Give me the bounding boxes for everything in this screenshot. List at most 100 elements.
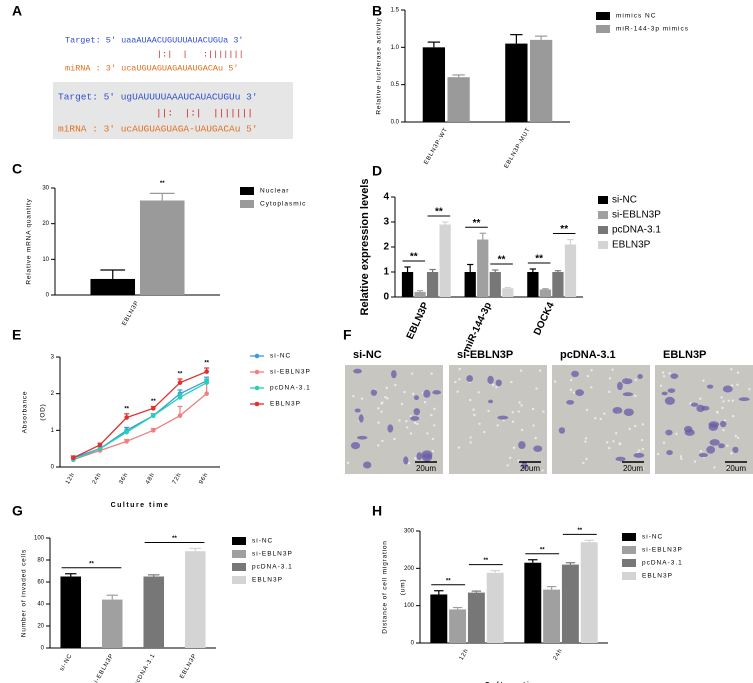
pore: [346, 461, 350, 465]
image-label: pcDNA-3.1: [560, 349, 616, 361]
point: [204, 391, 209, 396]
cell: [432, 390, 442, 395]
point: [97, 442, 103, 448]
pore: [517, 459, 520, 462]
significance-label: **: [172, 536, 177, 542]
legend-swatch: [596, 25, 610, 33]
cell: [391, 370, 397, 379]
bar: [505, 43, 528, 122]
y-tick-label: 0: [411, 641, 415, 647]
cell: [690, 402, 699, 407]
cell: [521, 461, 528, 470]
legend-label: pcDNA-3.1: [252, 564, 293, 571]
pore: [594, 416, 597, 420]
pore: [411, 372, 414, 375]
pore: [606, 441, 609, 444]
pore: [675, 432, 678, 436]
y-tick-label: 100: [34, 536, 45, 542]
cell: [718, 443, 725, 449]
y-tick-label: 20: [37, 624, 44, 630]
pore: [748, 387, 751, 391]
legend-label: Nuclear: [260, 188, 289, 195]
pore: [542, 410, 545, 413]
pore: [699, 450, 703, 453]
mirna-sequence: miRNA : 3' ucaUGUAGUAGAUAUGACAu 5': [65, 63, 238, 73]
cell: [487, 375, 494, 384]
cell: [466, 375, 473, 382]
legend-marker: [254, 353, 260, 359]
pore: [693, 460, 697, 463]
significance-label: **: [151, 399, 156, 405]
cell: [637, 374, 643, 379]
bar: [422, 47, 446, 123]
bar: [143, 576, 165, 648]
pore: [734, 434, 737, 438]
bar: [564, 244, 577, 297]
pore: [612, 440, 615, 443]
pairing: ||: |:| |||||||: [156, 108, 253, 119]
pore: [722, 400, 725, 403]
pore: [416, 422, 419, 426]
cell: [623, 408, 634, 416]
series-line: [73, 371, 207, 459]
pore: [553, 380, 557, 383]
x-tick-label: 96h: [198, 472, 209, 486]
legend-marker: [254, 401, 260, 407]
x-tick-label: 72h: [172, 472, 183, 486]
significance-label: **: [540, 547, 545, 553]
y-tick-label: 0: [383, 292, 389, 303]
scale-label: 20um: [416, 464, 436, 473]
image-label: si-NC: [353, 349, 382, 361]
pore: [433, 407, 436, 411]
y-tick-label: 0: [41, 646, 45, 652]
pore: [662, 374, 666, 378]
cell: [670, 373, 679, 379]
legend-label: EBLN3P: [270, 401, 301, 408]
pore: [400, 402, 404, 406]
y-axis-label: (OD): [40, 403, 47, 420]
bar: [139, 200, 185, 295]
legend-label: mimics NC: [616, 13, 656, 20]
significance-label: **: [560, 224, 568, 235]
legend-swatch: [598, 196, 608, 204]
x-tick-label: 12h: [65, 472, 76, 486]
pore: [736, 371, 740, 374]
legend-label: miR-144-3p mimics: [616, 26, 689, 33]
cell: [403, 456, 409, 465]
cell: [665, 429, 673, 436]
pore: [662, 441, 666, 445]
significance-label: **: [535, 254, 543, 265]
legend-swatch: [598, 241, 608, 249]
bar: [489, 272, 501, 297]
pore: [511, 420, 515, 423]
y-tick-label: 1: [383, 267, 389, 278]
bar: [539, 289, 552, 297]
panel-label: H: [372, 503, 382, 519]
point: [97, 446, 103, 451]
pore: [352, 394, 355, 398]
legend-label: EBLN3P: [252, 577, 283, 584]
bar: [464, 272, 476, 297]
pore: [386, 397, 389, 400]
bar: [467, 592, 485, 643]
y-tick-label: 20: [42, 221, 49, 227]
pore: [508, 456, 512, 460]
bar: [486, 572, 504, 643]
pore: [726, 466, 730, 470]
pore: [426, 432, 429, 435]
cell: [370, 389, 378, 396]
bar: [101, 599, 123, 648]
pore: [430, 413, 433, 417]
bar: [552, 272, 564, 297]
x-tick-label: 24h: [92, 472, 103, 486]
pore: [510, 380, 513, 384]
pore: [394, 383, 397, 387]
cell: [575, 389, 584, 397]
panel-label: B: [372, 3, 382, 19]
cell: [358, 414, 364, 423]
bar: [527, 272, 539, 297]
pore: [472, 408, 475, 411]
pore: [722, 428, 725, 432]
pore: [641, 447, 645, 451]
cell: [533, 445, 543, 452]
